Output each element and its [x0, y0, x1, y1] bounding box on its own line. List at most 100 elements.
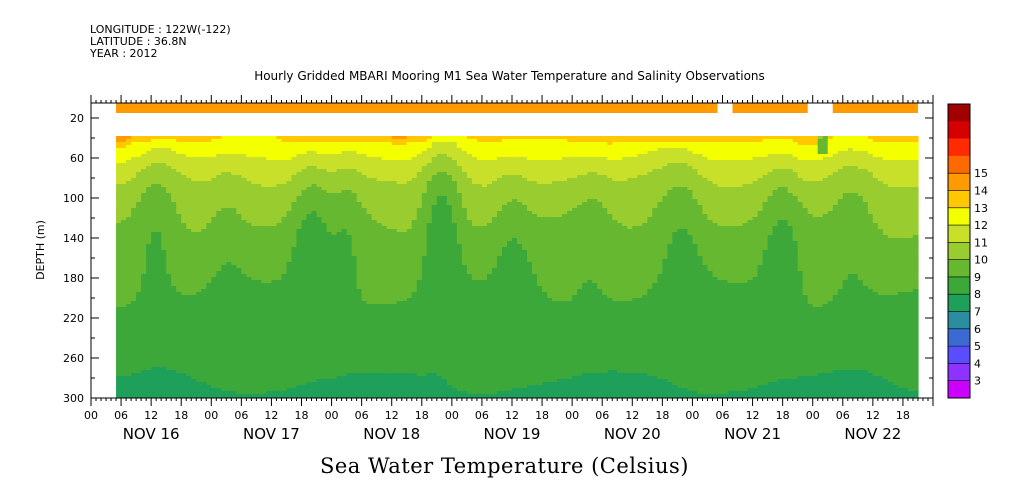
heatmap-cell	[116, 151, 122, 155]
heatmap-cell	[176, 301, 182, 305]
heatmap-cell	[311, 187, 318, 191]
heatmap-cell	[211, 370, 217, 374]
heatmap-cell	[136, 289, 142, 293]
heatmap-cell	[226, 313, 232, 317]
heatmap-cell	[176, 295, 182, 299]
heatmap-cell	[266, 316, 273, 320]
heatmap-cell	[276, 280, 283, 284]
heatmap-cell	[266, 139, 273, 143]
heatmap-cell	[306, 235, 313, 239]
heatmap-cell	[251, 178, 257, 182]
heatmap-cell	[251, 202, 257, 206]
heatmap-cell	[241, 262, 247, 266]
heatmap-cell	[166, 343, 172, 347]
heatmap-cell	[156, 334, 162, 338]
heatmap-cell	[251, 226, 257, 230]
heatmap-cell	[131, 184, 137, 188]
heatmap-cell	[126, 214, 132, 218]
heatmap-cell	[271, 313, 278, 317]
heatmap-cell	[126, 304, 132, 308]
heatmap-cell	[311, 298, 318, 302]
heatmap-cell	[181, 310, 187, 314]
heatmap-cell	[221, 271, 227, 275]
heatmap-cell	[186, 247, 192, 251]
heatmap-cell	[266, 376, 273, 380]
heatmap-cell	[221, 388, 227, 392]
heatmap-cell	[291, 280, 298, 284]
heatmap-cell	[246, 358, 252, 362]
heatmap-cell	[311, 154, 318, 158]
heatmap-cell	[156, 250, 162, 254]
heatmap-cell	[276, 283, 283, 287]
heatmap-cell	[266, 310, 273, 314]
heatmap-cell	[261, 172, 268, 176]
heatmap-cell	[211, 238, 217, 242]
heatmap-cell	[116, 337, 122, 341]
heatmap-cell	[146, 280, 152, 284]
heatmap-cell	[306, 259, 313, 263]
heatmap-cell	[171, 376, 177, 380]
heatmap-cell	[261, 175, 268, 179]
heatmap-cell	[236, 352, 242, 356]
heatmap-cell	[206, 337, 212, 341]
heatmap-cell	[151, 166, 157, 170]
heatmap-cell	[171, 238, 177, 242]
heatmap-cell	[186, 178, 192, 182]
heatmap-cell	[291, 304, 298, 308]
heatmap-cell	[176, 298, 182, 302]
heatmap-cell	[211, 187, 217, 191]
heatmap-cell	[141, 193, 147, 197]
heatmap-cell	[246, 223, 252, 227]
heatmap-cell	[176, 145, 182, 149]
heatmap-cell	[126, 148, 132, 152]
heatmap-cell	[191, 253, 197, 257]
heatmap-cell	[301, 340, 308, 344]
heatmap-cell	[211, 391, 217, 395]
heatmap-cell	[231, 163, 237, 167]
heatmap-cell	[151, 154, 157, 158]
heatmap-cell	[236, 328, 242, 332]
heatmap-cell	[156, 211, 162, 215]
heatmap-cell	[231, 319, 237, 323]
heatmap-cell	[256, 316, 263, 320]
heatmap-cell	[211, 286, 217, 290]
heatmap-cell	[301, 316, 308, 320]
heatmap-cell	[131, 370, 137, 374]
heatmap-cell	[161, 334, 167, 338]
heatmap-cell	[166, 310, 172, 314]
heatmap-cell	[296, 223, 303, 227]
heatmap-cell	[126, 373, 132, 377]
heatmap-cell	[261, 193, 268, 197]
heatmap-cell	[271, 301, 278, 305]
heatmap-cell	[261, 301, 268, 305]
heatmap-cell	[231, 343, 237, 347]
heatmap-cell	[266, 289, 273, 293]
heatmap-cell	[141, 259, 147, 263]
heatmap-cell	[296, 385, 303, 389]
heatmap-cell	[156, 358, 162, 362]
heatmap-cell	[181, 205, 187, 209]
heatmap-cell	[241, 259, 247, 263]
heatmap-cell	[216, 331, 222, 335]
heatmap-cell	[291, 268, 298, 272]
heatmap-cell	[136, 157, 142, 161]
heatmap-cell	[286, 361, 293, 365]
heatmap-cell	[176, 280, 182, 284]
heatmap-cell	[296, 217, 303, 221]
heatmap-cell	[286, 310, 293, 314]
heatmap-cell	[291, 262, 298, 266]
heatmap-cell	[131, 160, 137, 164]
heatmap-cell	[226, 232, 232, 236]
heatmap-cell	[156, 352, 162, 356]
heatmap-cell	[156, 259, 162, 263]
heatmap-cell	[231, 217, 237, 221]
heatmap-cell	[286, 148, 293, 152]
heatmap-cell	[206, 172, 212, 176]
heatmap-cell	[151, 145, 157, 149]
heatmap-cell	[151, 280, 157, 284]
heatmap-cell	[116, 325, 122, 329]
heatmap-cell	[206, 334, 212, 338]
heatmap-cell	[276, 172, 283, 176]
heatmap-cell	[211, 379, 217, 383]
heatmap-cell	[251, 250, 257, 254]
